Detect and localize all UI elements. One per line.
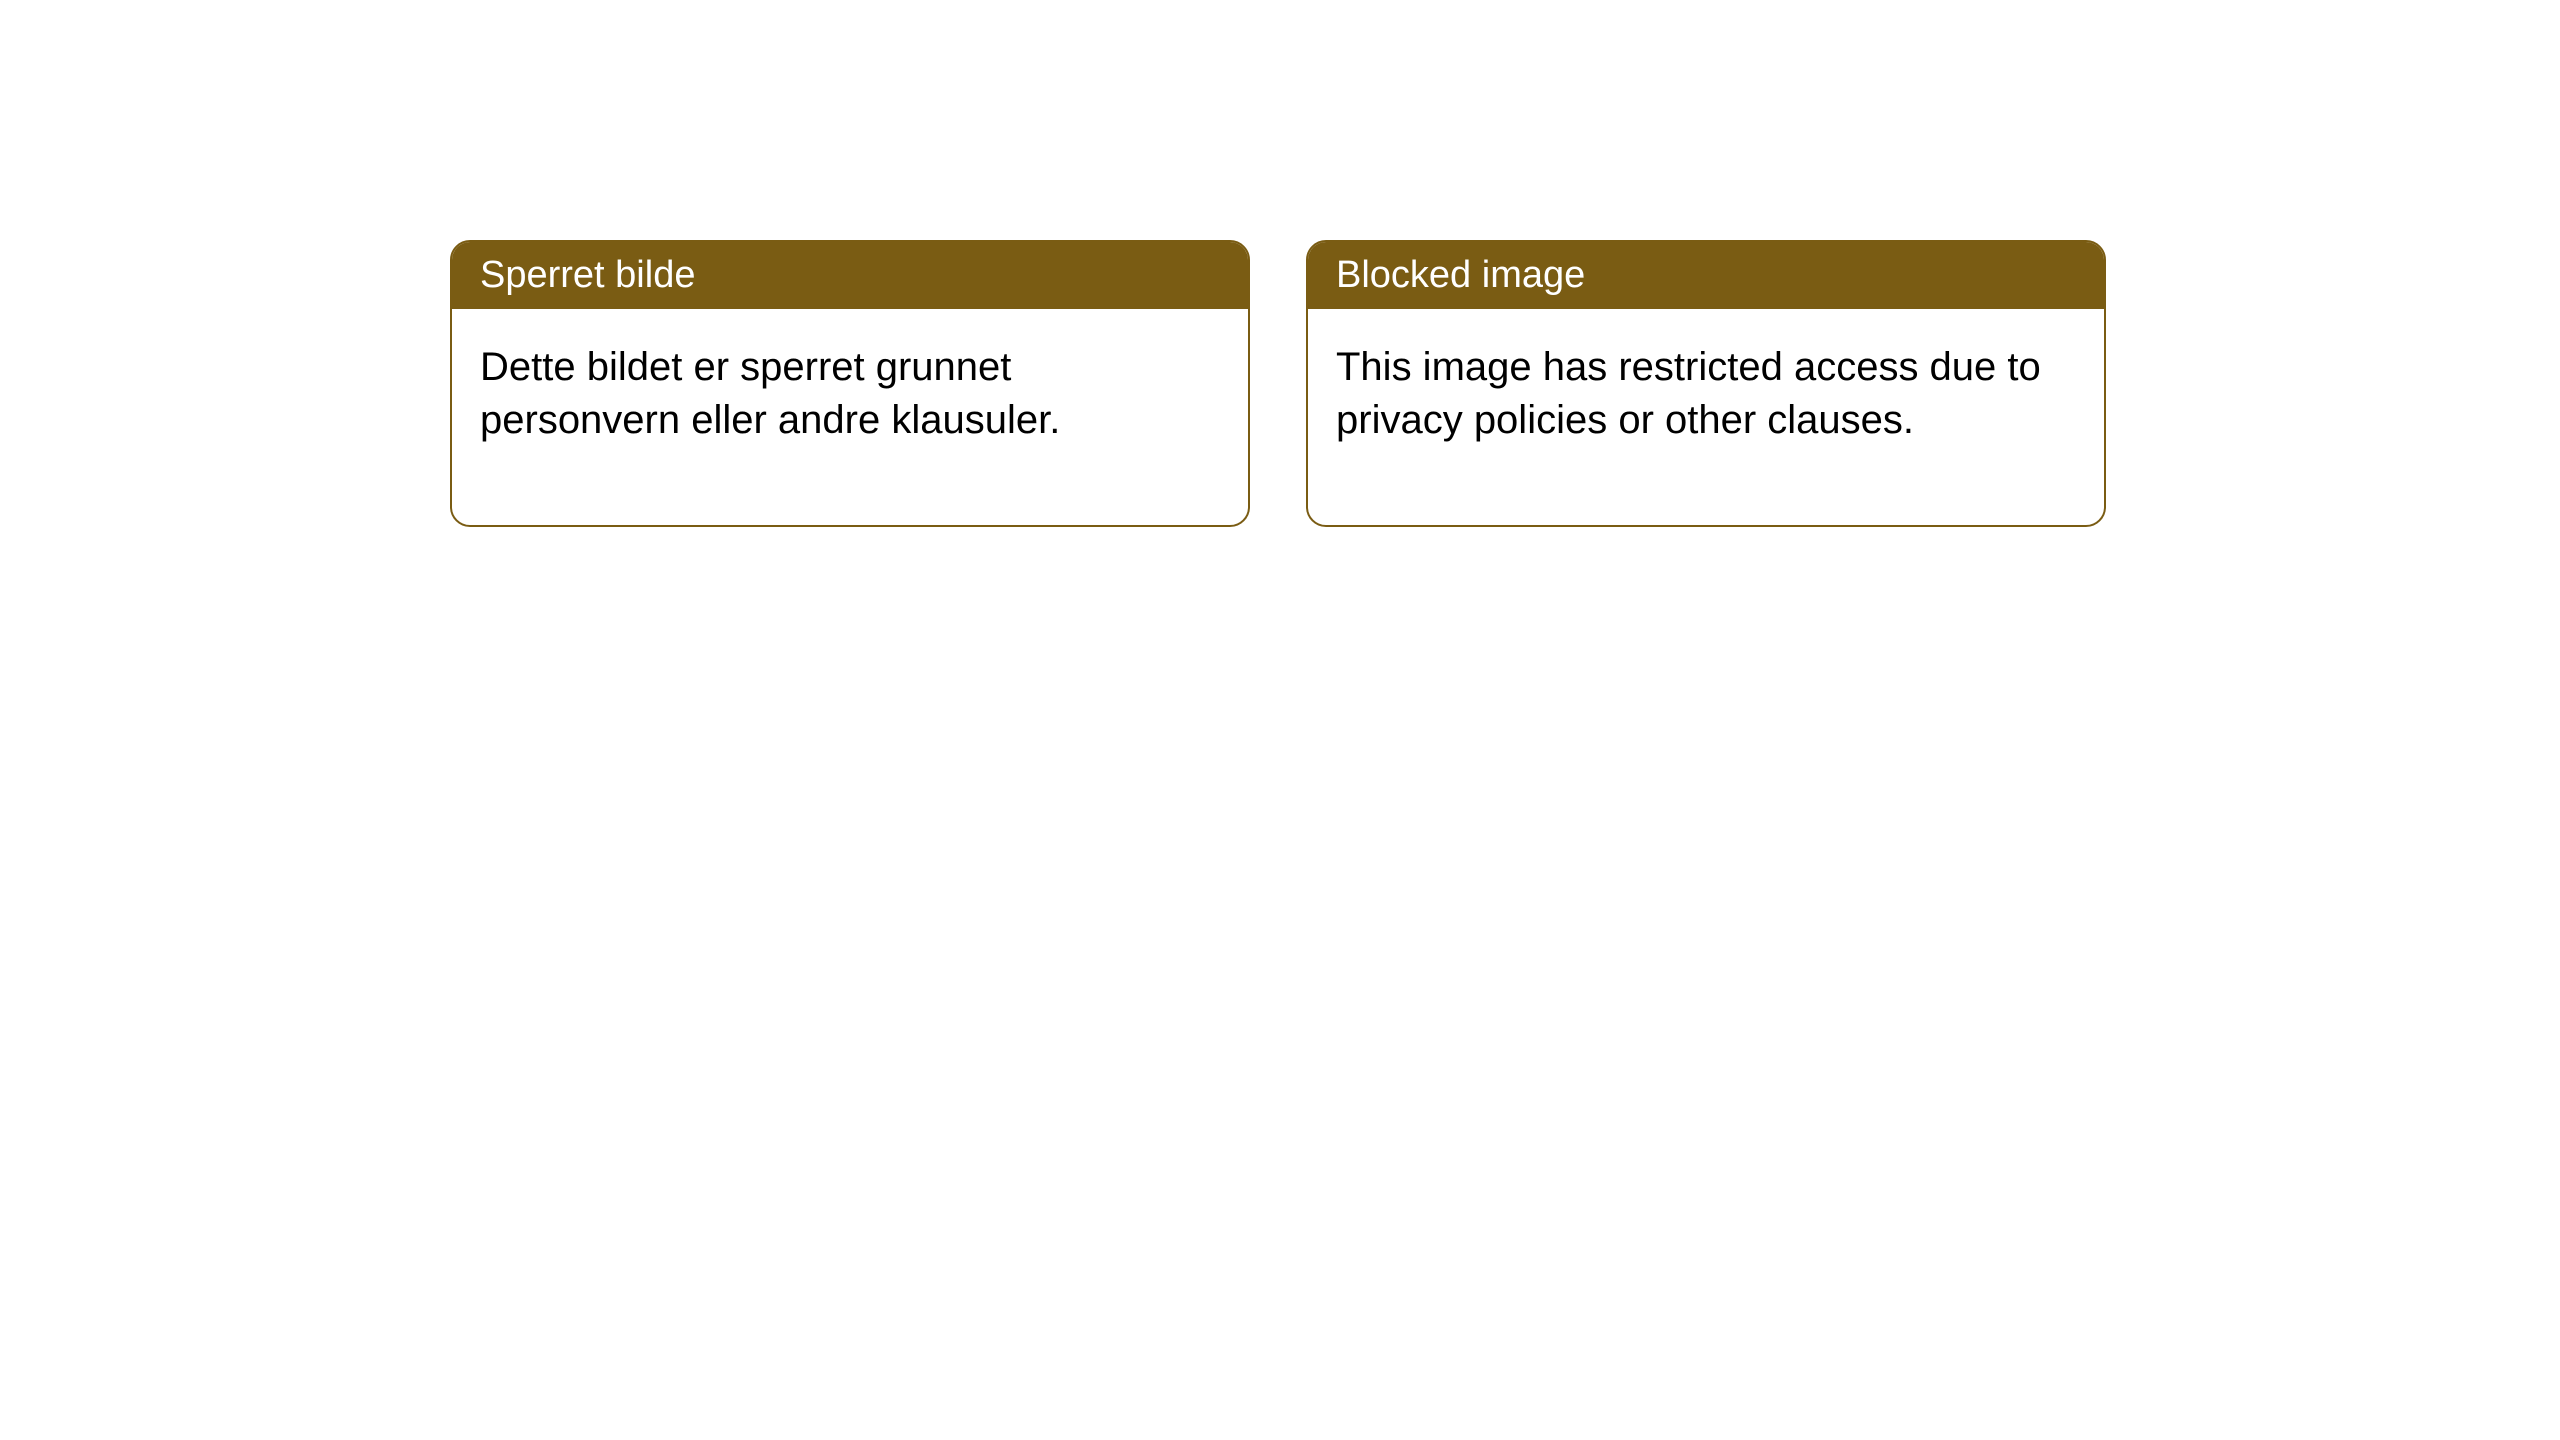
notice-card-english: Blocked image This image has restricted … bbox=[1306, 240, 2106, 527]
card-body-text: This image has restricted access due to … bbox=[1336, 345, 2041, 442]
card-title: Sperret bilde bbox=[480, 254, 695, 296]
notice-cards-container: Sperret bilde Dette bildet er sperret gr… bbox=[450, 240, 2106, 527]
notice-card-norwegian: Sperret bilde Dette bildet er sperret gr… bbox=[450, 240, 1250, 527]
card-body: This image has restricted access due to … bbox=[1308, 309, 2104, 525]
card-header: Sperret bilde bbox=[452, 242, 1248, 309]
card-header: Blocked image bbox=[1308, 242, 2104, 309]
card-body-text: Dette bildet er sperret grunnet personve… bbox=[480, 345, 1060, 442]
card-title: Blocked image bbox=[1336, 254, 1585, 296]
card-body: Dette bildet er sperret grunnet personve… bbox=[452, 309, 1248, 525]
